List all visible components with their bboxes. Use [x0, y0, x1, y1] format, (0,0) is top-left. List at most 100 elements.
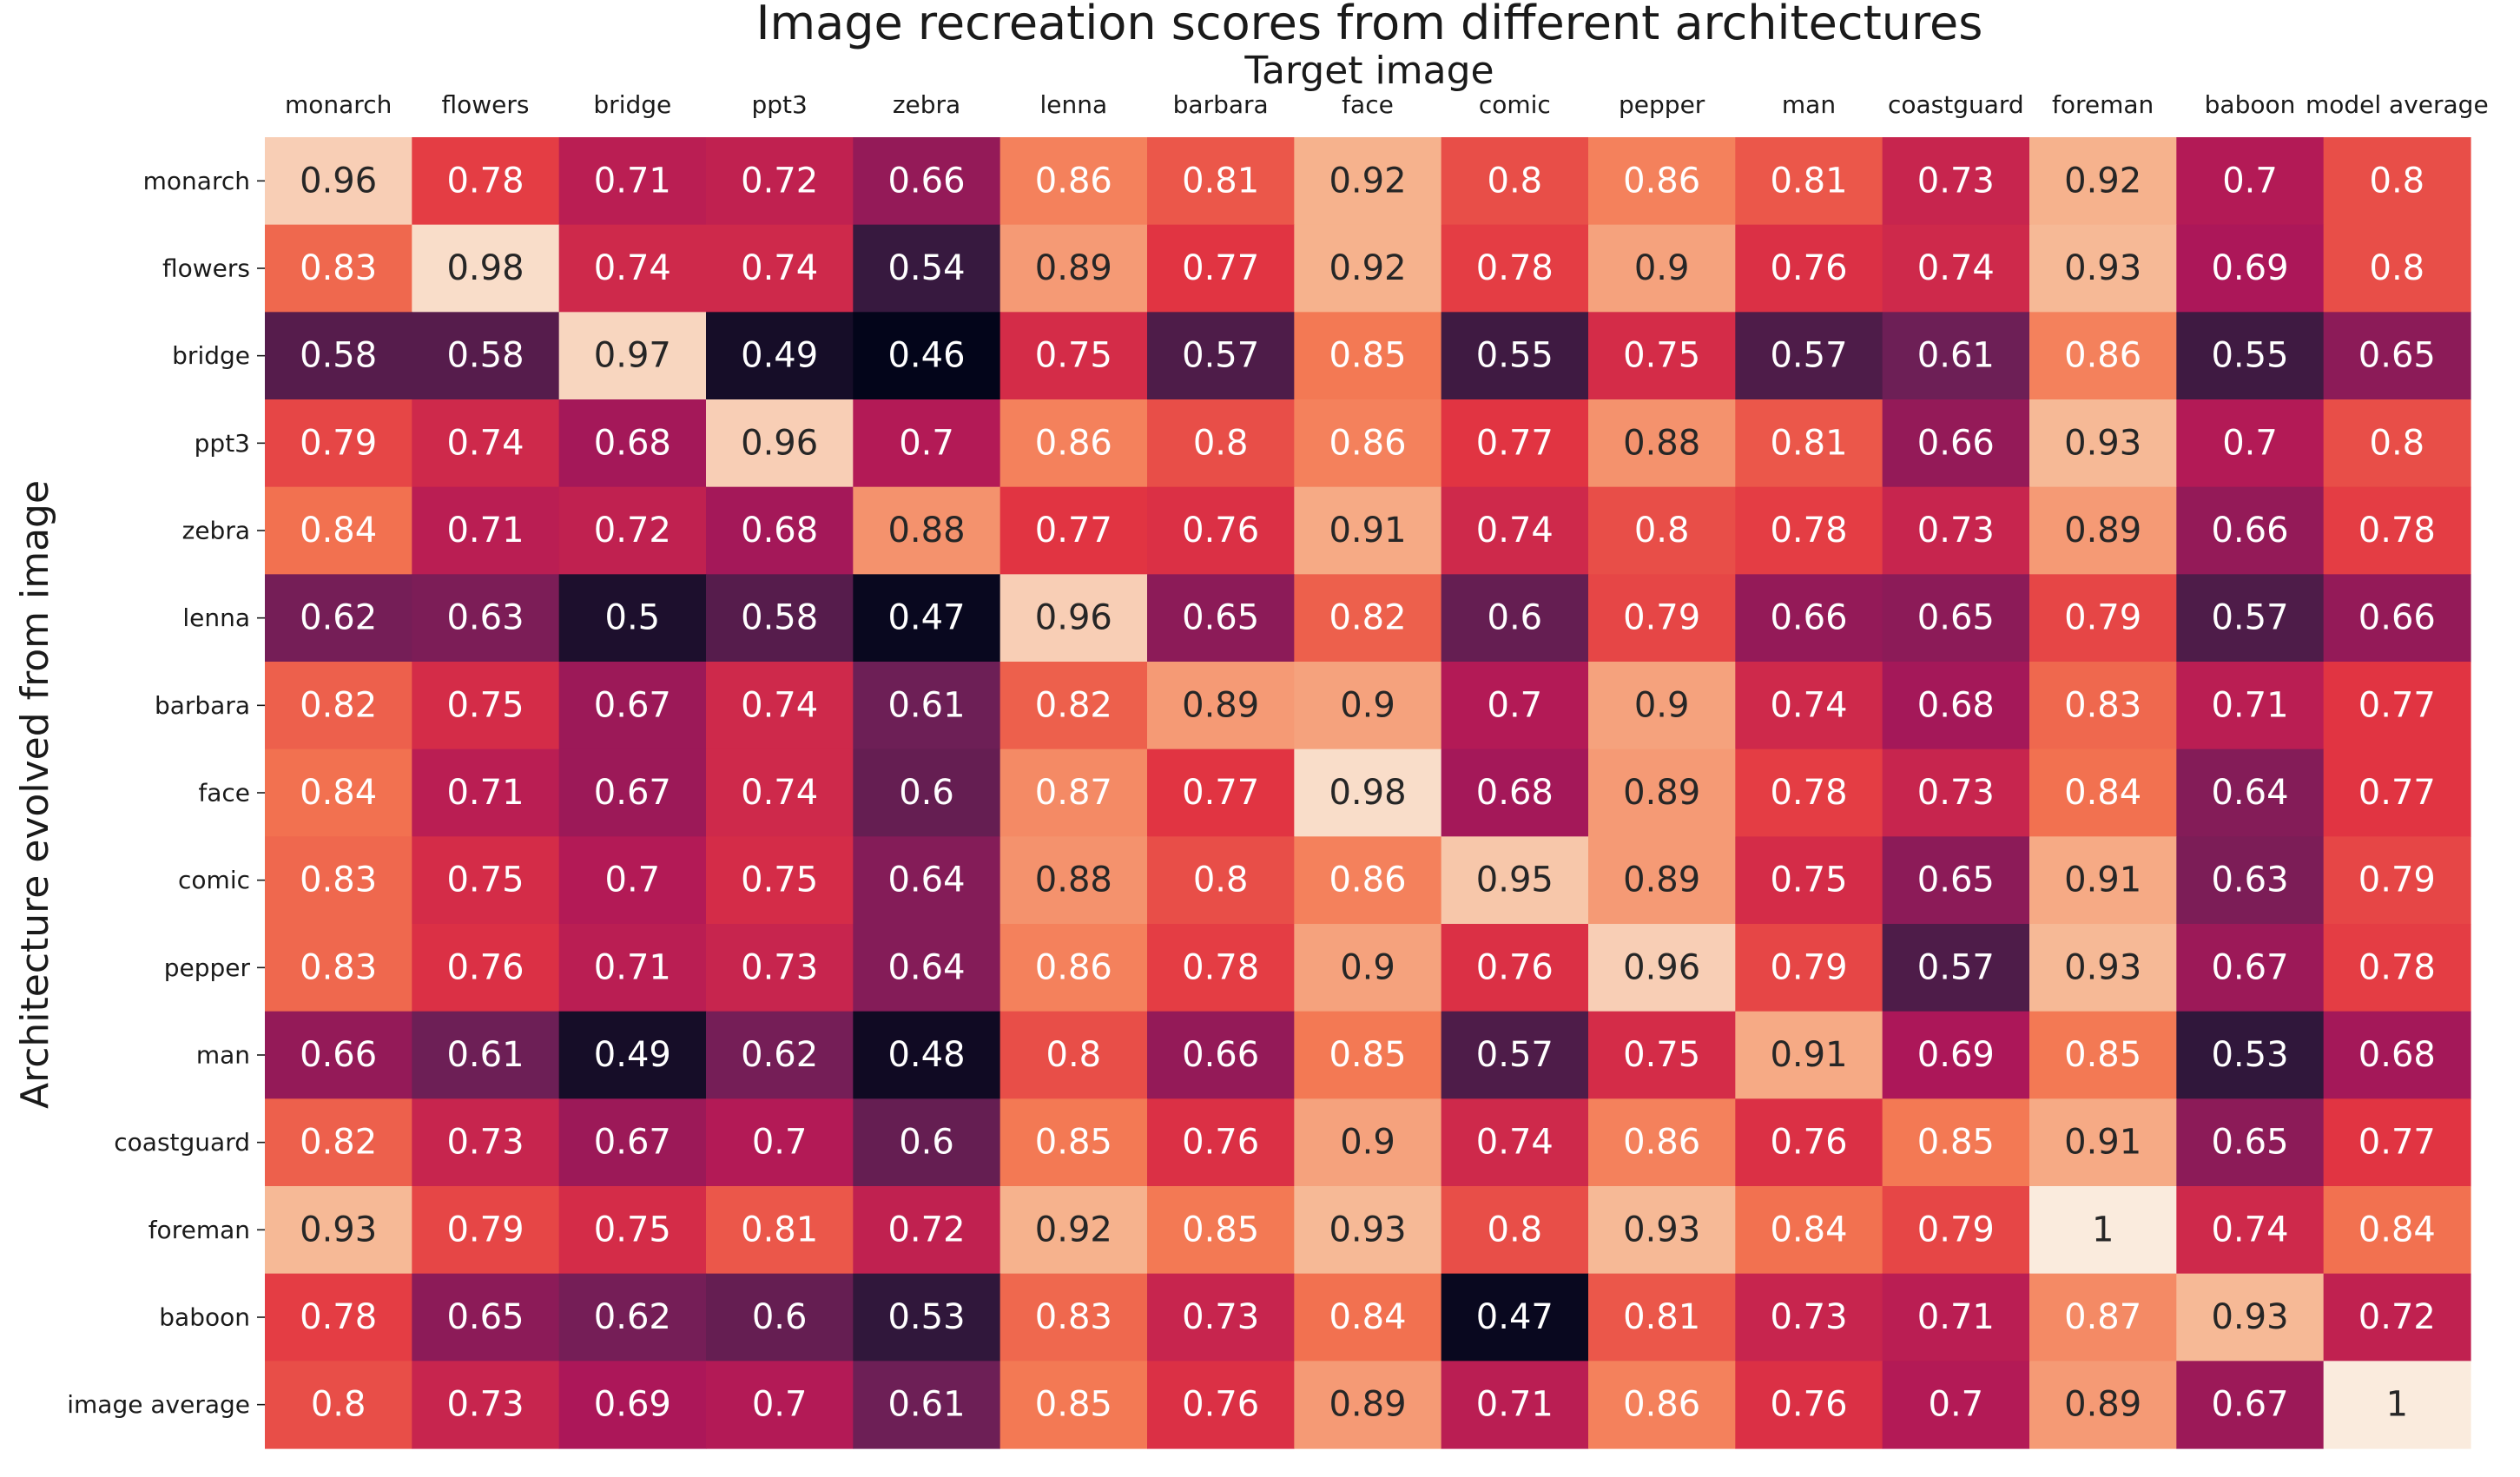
- heatmap-cell: [1147, 312, 1295, 400]
- cell-value-label: 0.78: [1182, 947, 1259, 987]
- cell-value-label: 0.9: [1634, 248, 1690, 288]
- cell-value-label: 0.8: [2370, 423, 2425, 463]
- heatmap-cell: [265, 1011, 412, 1099]
- cell-value-label: 0.76: [1476, 947, 1554, 987]
- heatmap-cell: [1441, 748, 1589, 837]
- cell-value-label: 0.93: [1623, 1210, 1700, 1250]
- heatmap-cell: [2029, 574, 2177, 663]
- cell-value-label: 0.66: [1917, 423, 1995, 463]
- cell-value-label: 0.49: [741, 336, 818, 376]
- cell-value-label: 0.81: [741, 1210, 818, 1250]
- heatmap-cell: [706, 1098, 854, 1187]
- heatmap-cell: [558, 1011, 707, 1099]
- cell-value-label: 0.96: [300, 161, 377, 201]
- cell-value-label: 0.57: [2211, 598, 2288, 638]
- heatmap-cell: [999, 312, 1148, 400]
- cell-value-label: 0.61: [446, 1035, 524, 1075]
- heatmap-cell: [558, 224, 707, 313]
- cell-value-label: 0.73: [446, 1123, 524, 1163]
- heatmap-cell: [1588, 224, 1736, 313]
- heatmap-cell: [2029, 137, 2177, 226]
- heatmap-cell: [1882, 1273, 2030, 1362]
- cell-value-label: 0.75: [446, 685, 524, 725]
- cell-value-label: 0.82: [1035, 685, 1112, 725]
- cell-value-label: 0.67: [594, 773, 671, 813]
- cell-value-label: 0.7: [752, 1123, 808, 1163]
- y-tick-label: bridge: [172, 341, 250, 370]
- heatmap-cell: [853, 1186, 1001, 1275]
- cell-value-label: 0.69: [2211, 248, 2288, 288]
- cell-value-label: 0.79: [1917, 1210, 1995, 1250]
- heatmap-cell: [1294, 748, 1442, 837]
- heatmap-cell: [2323, 1186, 2471, 1275]
- cell-value-label: 0.84: [300, 511, 377, 551]
- cell-value-label: 1: [2386, 1385, 2408, 1425]
- heatmap-cell: [999, 924, 1148, 1012]
- x-tick-label: monarch: [285, 90, 392, 119]
- cell-value-label: 0.82: [300, 685, 377, 725]
- heatmap-cell: [558, 137, 707, 226]
- heatmap-cell: [706, 312, 854, 400]
- heatmap-cell: [999, 486, 1148, 575]
- heatmap-cell: [1735, 312, 1883, 400]
- heatmap-cell: [1882, 662, 2030, 750]
- cell-value-label: 0.7: [1488, 685, 1543, 725]
- y-tick-label: pepper: [164, 953, 251, 982]
- cell-value-label: 0.73: [1182, 1297, 1259, 1337]
- heatmap-cell: [412, 1361, 560, 1449]
- heatmap-cell: [265, 1098, 412, 1187]
- cell-value-label: 0.89: [1182, 685, 1259, 725]
- heatmap-cell: [853, 224, 1001, 313]
- heatmap-cell: [2323, 924, 2471, 1012]
- heatmap-cell: [2029, 662, 2177, 750]
- cell-value-label: 0.83: [300, 947, 377, 987]
- heatmap-cell: [2176, 662, 2325, 750]
- cell-value-label: 0.66: [1182, 1035, 1259, 1075]
- x-tick-label: face: [1342, 90, 1394, 119]
- cell-value-label: 0.57: [1476, 1035, 1554, 1075]
- cell-value-label: 0.7: [2222, 161, 2278, 201]
- heatmap-cell: [1735, 662, 1883, 750]
- heatmap-cell: [2029, 1273, 2177, 1362]
- cell-value-label: 0.85: [1917, 1123, 1995, 1163]
- cell-value-label: 0.9: [1340, 947, 1395, 987]
- x-tick-label: model average: [2306, 90, 2489, 119]
- cell-value-label: 0.64: [887, 947, 965, 987]
- cell-value-label: 0.66: [887, 161, 965, 201]
- cell-value-label: 0.7: [899, 423, 954, 463]
- heatmap-cell: [2029, 399, 2177, 488]
- heatmap-cell: [1441, 836, 1589, 925]
- cell-value-label: 0.79: [2358, 860, 2436, 900]
- cell-value-label: 0.89: [1623, 860, 1700, 900]
- cell-value-label: 0.69: [594, 1385, 671, 1425]
- y-tick-label: zebra: [182, 517, 250, 545]
- heatmap-cell: [1294, 574, 1442, 663]
- x-tick-label: ppt3: [751, 90, 807, 119]
- y-tick-label: barbara: [155, 691, 250, 720]
- heatmap-cell: [1882, 1098, 2030, 1187]
- heatmap-cell: [706, 1273, 854, 1362]
- x-tick-label: flowers: [442, 90, 530, 119]
- cell-value-label: 0.78: [2358, 511, 2436, 551]
- heatmap-cell: [1441, 137, 1589, 226]
- cell-value-label: 0.57: [1917, 947, 1995, 987]
- cell-value-label: 0.67: [594, 685, 671, 725]
- heatmap-cell: [1882, 224, 2030, 313]
- cell-value-label: 0.67: [2211, 947, 2288, 987]
- y-tick-label: flowers: [162, 254, 250, 283]
- heatmap-cell: [558, 748, 707, 837]
- heatmap-cell: [1441, 1098, 1589, 1187]
- heatmap-cell: [412, 574, 560, 663]
- heatmap-cell: [1441, 574, 1589, 663]
- heatmap-cell: [1735, 486, 1883, 575]
- cell-value-label: 0.79: [1623, 598, 1700, 638]
- cell-value-label: 0.74: [741, 248, 818, 288]
- cell-value-label: 0.84: [1770, 1210, 1847, 1250]
- heatmap-cell: [558, 1273, 707, 1362]
- cell-value-label: 0.74: [1770, 685, 1847, 725]
- cell-value-label: 0.6: [899, 1123, 954, 1163]
- heatmap-cell: [1147, 1186, 1295, 1275]
- cell-value-label: 0.76: [1770, 1123, 1847, 1163]
- heatmap-cell: [2176, 748, 2325, 837]
- cell-value-label: 0.71: [1476, 1385, 1554, 1425]
